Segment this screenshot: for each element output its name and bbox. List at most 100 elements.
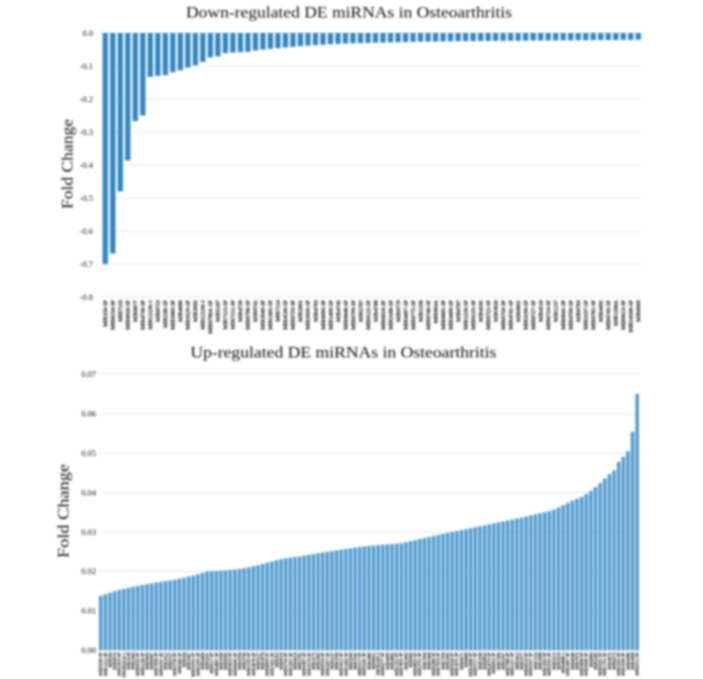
svg-text:MIR6374: MIR6374 — [112, 652, 117, 670]
svg-text:MIR6930-5P: MIR6930-5P — [265, 652, 270, 676]
svg-text:MIR5366-5P: MIR5366-5P — [431, 652, 436, 676]
svg-text:MIR6277-3P: MIR6277-3P — [380, 652, 385, 676]
svg-text:MIR4516: MIR4516 — [538, 300, 544, 322]
svg-text:MIR6727-3P: MIR6727-3P — [531, 300, 537, 330]
svg-text:MIR4741-5P: MIR4741-5P — [508, 300, 514, 330]
svg-text:MIR320A-5P: MIR320A-5P — [191, 652, 196, 677]
svg-text:0.07: 0.07 — [81, 370, 96, 379]
svg-text:MIR6090-3P: MIR6090-3P — [321, 300, 327, 330]
svg-text:MIR6743-5P: MIR6743-5P — [606, 300, 612, 330]
svg-text:MIR4822-5P: MIR4822-5P — [413, 652, 418, 676]
svg-text:MIR6273: MIR6273 — [611, 652, 616, 670]
svg-text:MIR6741: MIR6741 — [253, 300, 259, 322]
svg-text:MIR3412-5P: MIR3412-5P — [339, 652, 344, 676]
svg-text:MIR869: MIR869 — [463, 652, 468, 668]
svg-text:MIR1305-5P: MIR1305-5P — [268, 300, 274, 330]
svg-text:MIR1139-3P: MIR1139-3P — [140, 652, 145, 676]
svg-text:SNORD116-1: SNORD116-1 — [121, 653, 126, 678]
svg-text:MIR3979-3P: MIR3979-3P — [251, 652, 256, 676]
svg-text:MIR7306: MIR7306 — [496, 652, 501, 670]
svg-text:MIR7553-3P: MIR7553-3P — [436, 652, 441, 676]
svg-text:MIR2016: MIR2016 — [556, 652, 561, 670]
svg-text:MIR4439: MIR4439 — [200, 652, 205, 670]
svg-text:MIR328-5P: MIR328-5P — [103, 300, 109, 327]
svg-text:MIR6333-5P: MIR6333-5P — [135, 652, 140, 676]
svg-text:MIR3240: MIR3240 — [348, 652, 353, 670]
svg-text:MIR1059: MIR1059 — [334, 652, 339, 670]
svg-text:MIR6045-3P: MIR6045-3P — [232, 652, 237, 676]
svg-text:MIR6848-5P: MIR6848-5P — [343, 300, 349, 330]
svg-text:MIR2128: MIR2128 — [126, 652, 131, 670]
svg-text:MIR6813-3P: MIR6813-3P — [621, 300, 627, 330]
svg-text:MIR6798-5P: MIR6798-5P — [246, 300, 252, 330]
svg-text:MIR2305-5P: MIR2305-5P — [616, 652, 621, 676]
svg-text:MIR504: MIR504 — [107, 652, 112, 668]
svg-text:0.06: 0.06 — [81, 410, 96, 419]
svg-text:-0.4: -0.4 — [80, 161, 94, 170]
svg-text:MIR1701-3P: MIR1701-3P — [602, 652, 607, 676]
svg-text:MIR6019: MIR6019 — [292, 652, 297, 670]
svg-text:MIR5187: MIR5187 — [216, 300, 222, 322]
svg-text:MIR12136-2: MIR12136-2 — [201, 300, 207, 329]
svg-text:MIR5137: MIR5137 — [168, 652, 173, 670]
svg-text:0.00: 0.00 — [81, 646, 96, 655]
svg-text:MIR6165: MIR6165 — [223, 652, 228, 670]
svg-text:MIR1067: MIR1067 — [186, 652, 191, 670]
svg-text:MIR6805-3P: MIR6805-3P — [441, 300, 447, 330]
svg-text:MIR2861: MIR2861 — [298, 300, 304, 322]
svg-text:MIR6891: MIR6891 — [516, 300, 522, 322]
svg-text:MIR3736: MIR3736 — [242, 652, 247, 670]
svg-text:-0.5: -0.5 — [80, 194, 93, 203]
svg-text:MIR54508-5P: MIR54508-5P — [629, 300, 635, 332]
svg-text:MIR6816-3P: MIR6816-3P — [381, 300, 387, 330]
svg-text:MIR353: MIR353 — [274, 652, 279, 668]
svg-text:MIR884: MIR884 — [588, 652, 593, 668]
svg-text:MIR3940-3P: MIR3940-3P — [261, 300, 267, 330]
svg-text:MIR1573: MIR1573 — [311, 652, 316, 670]
svg-text:MIR6729-3P: MIR6729-3P — [291, 300, 297, 330]
svg-text:MIR4530-5P: MIR4530-5P — [283, 300, 289, 330]
svg-text:MIR4014-5P: MIR4014-5P — [524, 652, 529, 676]
svg-text:MIR4692: MIR4692 — [389, 653, 394, 670]
svg-text:-0.2: -0.2 — [80, 95, 93, 104]
svg-text:MIR7113-5P: MIR7113-5P — [223, 300, 229, 329]
svg-text:MIR2511-5P: MIR2511-5P — [635, 652, 640, 676]
svg-text:MIR6911: MIR6911 — [371, 653, 376, 670]
svg-text:MIR6077: MIR6077 — [133, 300, 139, 322]
svg-text:MIR1928: MIR1928 — [218, 652, 223, 670]
svg-text:MIR5538-5P: MIR5538-5P — [98, 652, 103, 676]
svg-text:MIR6367: MIR6367 — [149, 652, 154, 670]
svg-text:MIR6756-3P: MIR6756-3P — [501, 300, 507, 330]
svg-text:Down-regulated DE miRNAs in Os: Down-regulated DE miRNAs in Osteoarthrit… — [186, 5, 512, 22]
svg-text:MIR3117-5P: MIR3117-5P — [357, 652, 362, 676]
svg-text:MIR7608-5P: MIR7608-5P — [154, 652, 159, 676]
svg-text:MIR3087-5P: MIR3087-5P — [302, 652, 307, 676]
svg-text:MIR1607-3P: MIR1607-3P — [288, 652, 293, 676]
svg-text:MIR2466: MIR2466 — [366, 652, 371, 670]
svg-text:MIR6845-3P: MIR6845-3P — [561, 300, 567, 330]
svg-text:MIR4063: MIR4063 — [385, 652, 390, 670]
svg-text:MIR6632: MIR6632 — [482, 653, 487, 670]
svg-text:MIR3197-5P: MIR3197-5P — [584, 300, 590, 330]
svg-text:MIR7359: MIR7359 — [440, 652, 445, 670]
svg-text:MIR7133: MIR7133 — [533, 652, 538, 670]
svg-text:MIR3665: MIR3665 — [193, 300, 199, 322]
svg-text:MIR7398-5P: MIR7398-5P — [505, 652, 510, 676]
svg-text:MIR5843: MIR5843 — [144, 652, 149, 670]
svg-text:MIR2701-3P: MIR2701-3P — [417, 652, 422, 676]
svg-text:MIR4788: MIR4788 — [373, 300, 379, 322]
svg-text:MIR4745: MIR4745 — [336, 300, 342, 322]
svg-text:MIR1443: MIR1443 — [131, 652, 136, 670]
svg-text:MIR4086: MIR4086 — [625, 652, 630, 670]
svg-text:MIR5245-3P: MIR5245-3P — [362, 652, 367, 676]
svg-text:MIR3620: MIR3620 — [493, 300, 499, 322]
svg-text:MIR6133-3P: MIR6133-3P — [471, 300, 477, 330]
svg-text:MIR7110: MIR7110 — [118, 300, 124, 322]
svg-text:MIR6763: MIR6763 — [576, 300, 582, 322]
svg-text:MIR7094: MIR7094 — [422, 652, 427, 670]
svg-text:MIR4764: MIR4764 — [237, 652, 242, 670]
svg-text:MIR4767-3P: MIR4767-3P — [158, 652, 163, 676]
svg-text:MIR6785-3P: MIR6785-3P — [591, 300, 597, 330]
svg-text:MIR945: MIR945 — [408, 652, 413, 668]
svg-text:-0.6: -0.6 — [80, 227, 93, 236]
